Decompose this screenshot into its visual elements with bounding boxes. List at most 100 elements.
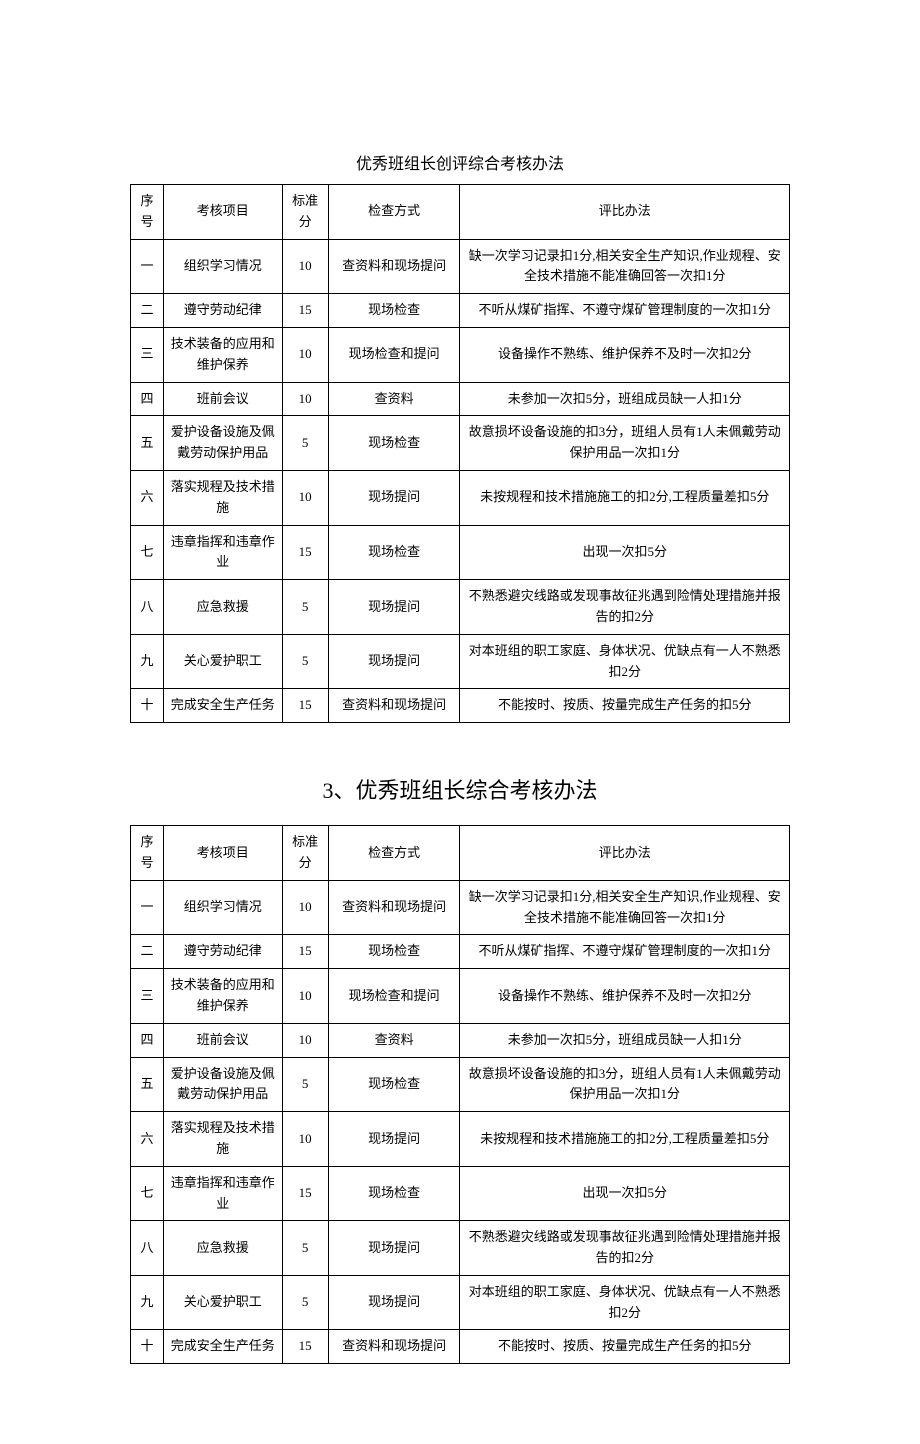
cell-item: 班前会议 [163, 1023, 282, 1057]
cell-method: 现场检查 [328, 525, 460, 580]
cell-rule: 设备操作不熟练、维护保养不及时一次扣2分 [460, 327, 790, 382]
cell-item: 应急救援 [163, 1221, 282, 1276]
cell-item: 遵守劳动纪律 [163, 935, 282, 969]
cell-method: 查资料和现场提问 [328, 880, 460, 935]
table-row: 六落实规程及技术措施10现场提问未按规程和技术措施施工的扣2分,工程质量差扣5分 [131, 1112, 790, 1167]
header-rule: 评比办法 [460, 826, 790, 881]
cell-n: 八 [131, 1221, 164, 1276]
header-score: 标准分 [282, 185, 328, 240]
page-title-1: 优秀班组长创评综合考核办法 [130, 150, 790, 174]
cell-rule: 对本班组的职工家庭、身体状况、优缺点有一人不熟悉扣2分 [460, 634, 790, 689]
cell-n: 七 [131, 525, 164, 580]
cell-rule: 不能按时、按质、按量完成生产任务的扣5分 [460, 689, 790, 723]
header-item: 考核项目 [163, 185, 282, 240]
cell-item: 完成安全生产任务 [163, 1330, 282, 1364]
cell-n: 三 [131, 969, 164, 1024]
cell-rule: 缺一次学习记录扣1分,相关安全生产知识,作业规程、安全技术措施不能准确回答一次扣… [460, 239, 790, 294]
cell-n: 六 [131, 470, 164, 525]
cell-method: 查资料和现场提问 [328, 239, 460, 294]
table-row: 六落实规程及技术措施10现场提问未按规程和技术措施施工的扣2分,工程质量差扣5分 [131, 470, 790, 525]
cell-item: 爱护设备设施及佩戴劳动保护用品 [163, 1057, 282, 1112]
cell-method: 查资料和现场提问 [328, 1330, 460, 1364]
cell-score: 15 [282, 689, 328, 723]
cell-method: 现场检查 [328, 1057, 460, 1112]
header-index: 序号 [131, 185, 164, 240]
cell-score: 10 [282, 382, 328, 416]
header-rule: 评比办法 [460, 185, 790, 240]
cell-score: 5 [282, 634, 328, 689]
cell-n: 二 [131, 935, 164, 969]
table-row: 九关心爱护职工5现场提问对本班组的职工家庭、身体状况、优缺点有一人不熟悉扣2分 [131, 634, 790, 689]
table-row: 四班前会议10查资料未参加一次扣5分，班组成员缺一人扣1分 [131, 382, 790, 416]
cell-rule: 对本班组的职工家庭、身体状况、优缺点有一人不熟悉扣2分 [460, 1275, 790, 1330]
table-row: 八应急救援5现场提问不熟悉避灾线路或发现事故征兆遇到险情处理措施并报告的扣2分 [131, 1221, 790, 1276]
table-row: 三技术装备的应用和维护保养10现场检查和提问设备操作不熟练、维护保养不及时一次扣… [131, 969, 790, 1024]
table-row: 五爱护设备设施及佩戴劳动保护用品5现场检查故意损坏设备设施的扣3分，班组人员有1… [131, 416, 790, 471]
table-row: 三技术装备的应用和维护保养10现场检查和提问设备操作不熟练、维护保养不及时一次扣… [131, 327, 790, 382]
cell-item: 关心爱护职工 [163, 1275, 282, 1330]
table-row: 二遵守劳动纪律15现场检查不听从煤矿指挥、不遵守煤矿管理制度的一次扣1分 [131, 935, 790, 969]
cell-item: 遵守劳动纪律 [163, 294, 282, 328]
cell-score: 5 [282, 580, 328, 635]
cell-item: 落实规程及技术措施 [163, 1112, 282, 1167]
page-title-2: 3、优秀班组长综合考核办法 [130, 773, 790, 805]
table-body-2: 一组织学习情况10查资料和现场提问缺一次学习记录扣1分,相关安全生产知识,作业规… [131, 880, 790, 1364]
cell-item: 组织学习情况 [163, 239, 282, 294]
cell-method: 现场提问 [328, 1112, 460, 1167]
cell-rule: 不熟悉避灾线路或发现事故征兆遇到险情处理措施并报告的扣2分 [460, 1221, 790, 1276]
cell-method: 现场提问 [328, 634, 460, 689]
cell-rule: 未按规程和技术措施施工的扣2分,工程质量差扣5分 [460, 1112, 790, 1167]
assessment-table-1: 序号 考核项目 标准分 检查方式 评比办法 一组织学习情况10查资料和现场提问缺… [130, 184, 790, 723]
cell-method: 现场检查 [328, 935, 460, 969]
cell-score: 5 [282, 416, 328, 471]
cell-item: 关心爱护职工 [163, 634, 282, 689]
cell-n: 一 [131, 880, 164, 935]
table-body-1: 一组织学习情况10查资料和现场提问缺一次学习记录扣1分,相关安全生产知识,作业规… [131, 239, 790, 723]
cell-item: 技术装备的应用和维护保养 [163, 969, 282, 1024]
header-method: 检查方式 [328, 826, 460, 881]
cell-item: 技术装备的应用和维护保养 [163, 327, 282, 382]
cell-score: 10 [282, 1112, 328, 1167]
table-row: 七违章指挥和违章作业15现场检查出现一次扣5分 [131, 1166, 790, 1221]
cell-rule: 故意损坏设备设施的扣3分，班组人员有1人未佩戴劳动保护用品一次扣1分 [460, 416, 790, 471]
header-method: 检查方式 [328, 185, 460, 240]
cell-method: 现场提问 [328, 470, 460, 525]
cell-method: 查资料 [328, 382, 460, 416]
cell-n: 三 [131, 327, 164, 382]
cell-n: 十 [131, 689, 164, 723]
cell-rule: 未参加一次扣5分，班组成员缺一人扣1分 [460, 1023, 790, 1057]
cell-item: 违章指挥和违章作业 [163, 1166, 282, 1221]
cell-n: 二 [131, 294, 164, 328]
cell-n: 五 [131, 416, 164, 471]
cell-score: 10 [282, 239, 328, 294]
table-header-row: 序号 考核项目 标准分 检查方式 评比办法 [131, 185, 790, 240]
table-header-row: 序号 考核项目 标准分 检查方式 评比办法 [131, 826, 790, 881]
cell-item: 应急救援 [163, 580, 282, 635]
cell-rule: 不熟悉避灾线路或发现事故征兆遇到险情处理措施并报告的扣2分 [460, 580, 790, 635]
table-row: 十完成安全生产任务15查资料和现场提问不能按时、按质、按量完成生产任务的扣5分 [131, 689, 790, 723]
cell-rule: 不能按时、按质、按量完成生产任务的扣5分 [460, 1330, 790, 1364]
cell-rule: 出现一次扣5分 [460, 1166, 790, 1221]
cell-item: 落实规程及技术措施 [163, 470, 282, 525]
cell-method: 查资料和现场提问 [328, 689, 460, 723]
table-row: 八应急救援5现场提问不熟悉避灾线路或发现事故征兆遇到险情处理措施并报告的扣2分 [131, 580, 790, 635]
cell-item: 组织学习情况 [163, 880, 282, 935]
table-row: 十完成安全生产任务15查资料和现场提问不能按时、按质、按量完成生产任务的扣5分 [131, 1330, 790, 1364]
cell-n: 一 [131, 239, 164, 294]
cell-n: 四 [131, 1023, 164, 1057]
cell-rule: 设备操作不熟练、维护保养不及时一次扣2分 [460, 969, 790, 1024]
cell-score: 15 [282, 294, 328, 328]
assessment-table-2: 序号 考核项目 标准分 检查方式 评比办法 一组织学习情况10查资料和现场提问缺… [130, 825, 790, 1364]
header-index: 序号 [131, 826, 164, 881]
cell-method: 现场检查 [328, 294, 460, 328]
cell-n: 六 [131, 1112, 164, 1167]
cell-score: 10 [282, 327, 328, 382]
cell-method: 现场提问 [328, 1275, 460, 1330]
table-row: 九关心爱护职工5现场提问对本班组的职工家庭、身体状况、优缺点有一人不熟悉扣2分 [131, 1275, 790, 1330]
cell-score: 15 [282, 525, 328, 580]
cell-score: 10 [282, 880, 328, 935]
cell-rule: 未按规程和技术措施施工的扣2分,工程质量差扣5分 [460, 470, 790, 525]
cell-method: 现场检查和提问 [328, 327, 460, 382]
cell-item: 完成安全生产任务 [163, 689, 282, 723]
cell-score: 15 [282, 1330, 328, 1364]
